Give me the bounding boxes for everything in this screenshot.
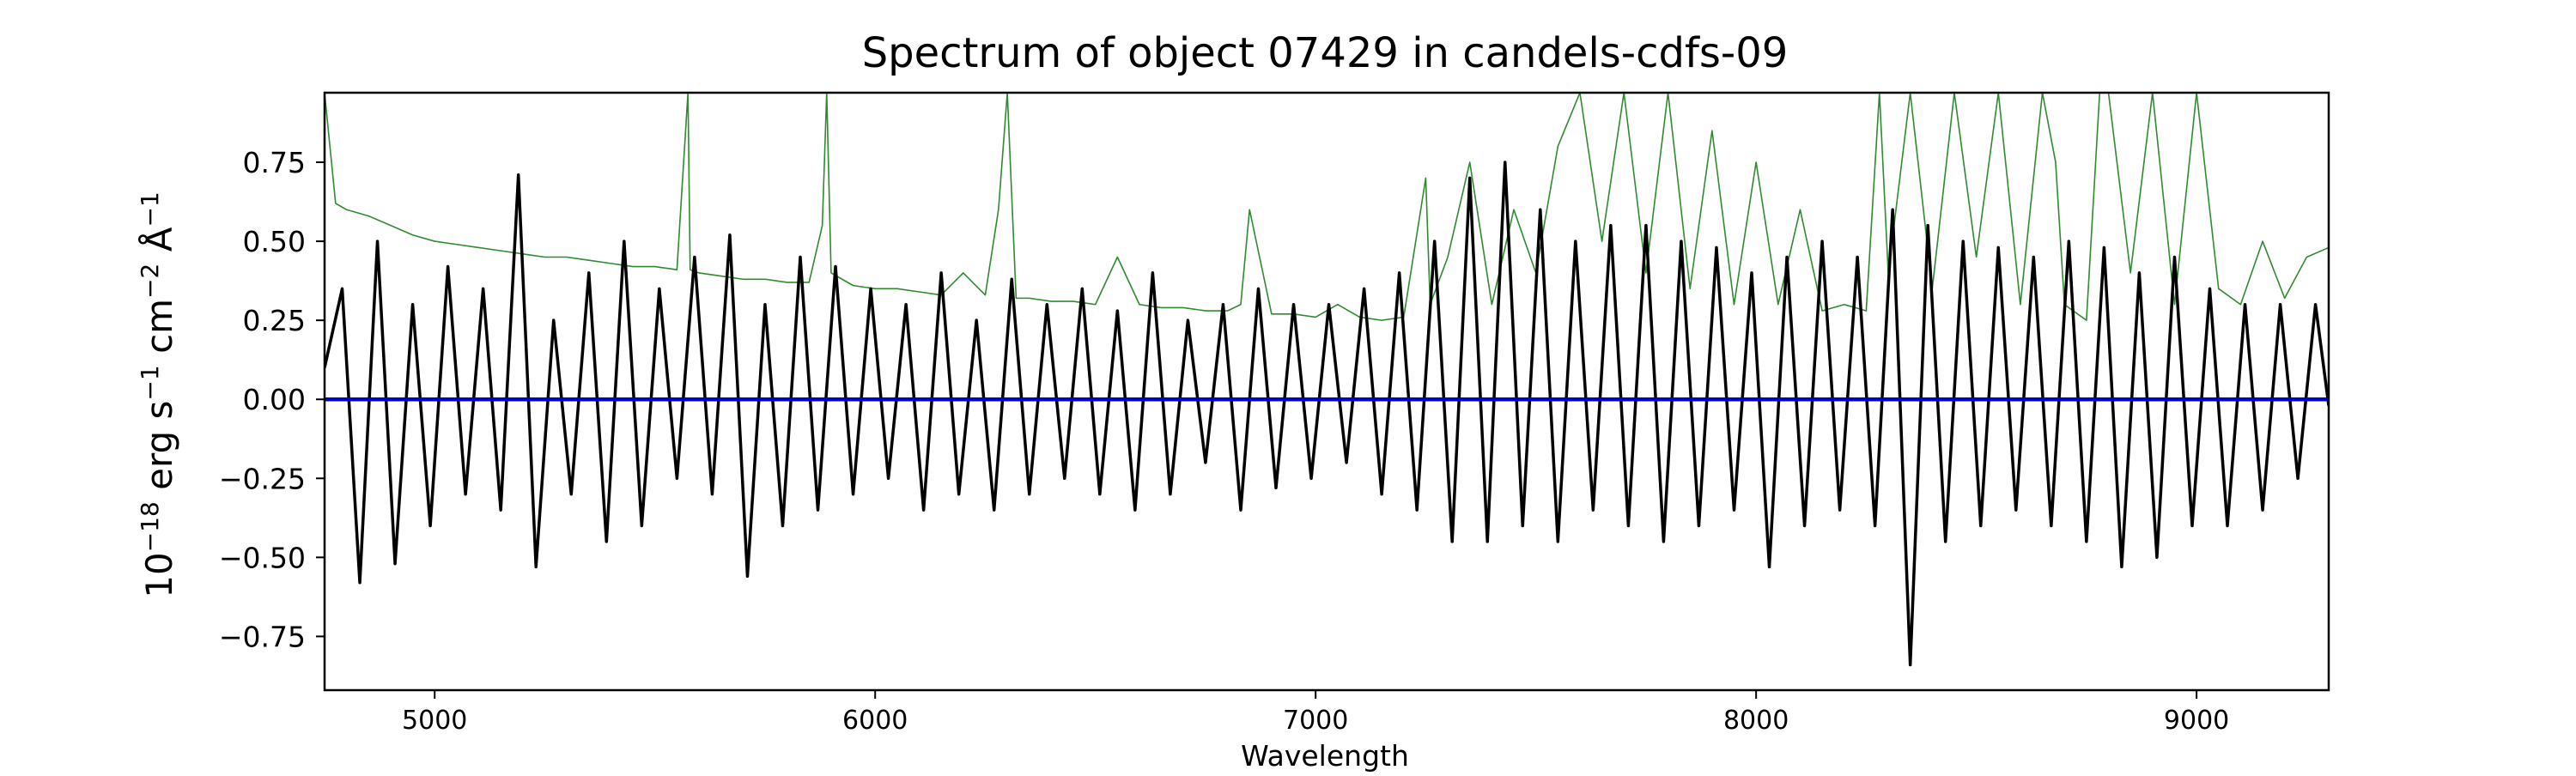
- y-tick-label: 0.75: [243, 146, 306, 179]
- y-label-ang-exp: −1: [136, 191, 164, 227]
- y-label-cm-exp: −2: [136, 264, 164, 299]
- svg-text:10−18 erg s−1 cm−2 Å−1: 10−18 erg s−1 cm−2 Å−1: [136, 191, 180, 597]
- x-tick-label: 9000: [2164, 706, 2229, 736]
- axes: 5000 6000 7000 8000 9000 −0.75 −0.50 −0.25 0.00 0…: [219, 91, 2330, 736]
- x-tick-label: 5000: [402, 706, 467, 736]
- x-axis-label: Wavelength: [1241, 739, 1409, 773]
- model-spectrum-line: [325, 93, 2329, 321]
- y-label-unit: erg s: [138, 401, 180, 502]
- y-axis-label: 10−18 erg s−1 cm−2 Å−1: [136, 191, 180, 597]
- y-label-unit-exp: −1: [136, 365, 164, 400]
- y-label-ang: Å: [137, 227, 180, 263]
- y-tick-label: −0.75: [219, 620, 306, 653]
- flux-spectrum-line: [325, 161, 2329, 667]
- y-tick-label: 0.25: [243, 304, 306, 337]
- y-tick-label: 0.00: [243, 383, 306, 416]
- y-tick-label: −0.25: [219, 462, 306, 495]
- plot-area: [325, 93, 2329, 667]
- y-label-cm: cm: [138, 299, 180, 365]
- x-tick-label: 6000: [842, 706, 908, 736]
- x-tick-label: 7000: [1283, 706, 1348, 736]
- chart-title: Spectrum of object 07429 in candels-cdfs…: [862, 29, 1789, 77]
- y-label-exp: −18: [136, 501, 164, 552]
- y-label-base: 10: [138, 552, 180, 597]
- y-tick-label: 0.50: [243, 225, 306, 258]
- y-tick-label: −0.50: [219, 541, 306, 574]
- plot-frame: [323, 91, 2330, 692]
- x-tick-label: 8000: [1723, 706, 1789, 736]
